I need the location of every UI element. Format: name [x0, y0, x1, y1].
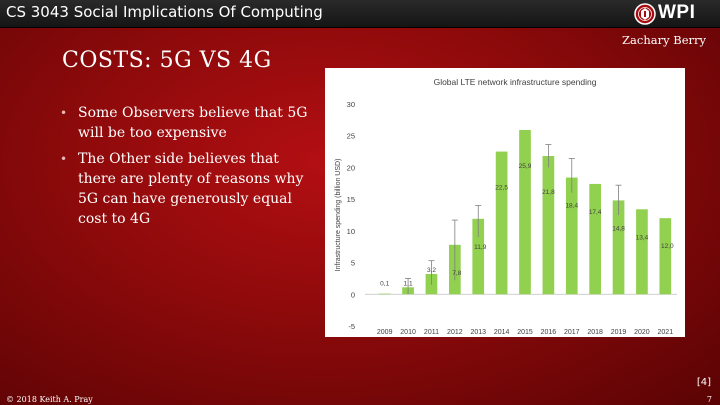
- x-tick-label: 2010: [400, 329, 416, 336]
- bullet-icon: •: [60, 152, 68, 166]
- data-label-2011: 3,2: [427, 267, 436, 274]
- data-label-2021: 12,0: [661, 243, 674, 250]
- x-tick-label: 2017: [564, 329, 580, 336]
- x-tick-label: 2015: [517, 329, 533, 336]
- data-label-2020: 13,4: [636, 234, 649, 241]
- bar-2018: [589, 183, 601, 295]
- bullet-text: Some Observers believe that 5G will be t…: [78, 105, 308, 141]
- bar-2015: [519, 130, 531, 295]
- reference-citation: [4]: [696, 377, 711, 388]
- x-tick-label: 2012: [447, 329, 463, 336]
- y-tick-label: 5: [351, 259, 355, 268]
- x-tick-label: 2018: [587, 329, 603, 336]
- y-tick-label: 30: [347, 100, 355, 109]
- author-name: Zachary Berry: [622, 33, 706, 47]
- wpi-logo: WPI: [634, 1, 718, 27]
- y-tick-label: 15: [347, 195, 355, 204]
- data-label-2017: 18,4: [565, 203, 578, 210]
- bar-2013: [472, 218, 485, 295]
- x-tick-label: 2016: [541, 329, 557, 336]
- bullet-list: • Some Observers believe that 5G will be…: [60, 103, 310, 235]
- bar-2020: [636, 209, 648, 295]
- wpi-logo-text: WPI: [658, 2, 696, 23]
- y-axis-label: Infrastructure spending (billion USD): [335, 159, 342, 272]
- bar-2009: [378, 293, 391, 295]
- bullet-item: • The Other side believes that there are…: [60, 149, 310, 229]
- bullet-text: The Other side believes that there are p…: [78, 151, 304, 227]
- data-label-2012: 7,8: [452, 270, 461, 277]
- x-tick-label: 2013: [470, 329, 486, 336]
- data-label-2010: 1,1: [404, 280, 413, 287]
- data-label-2014: 22,5: [495, 185, 508, 192]
- bullet-item: • Some Observers believe that 5G will be…: [60, 103, 310, 143]
- x-tick-label: 2014: [494, 329, 510, 336]
- chart-title: Global LTE network infrastructure spendi…: [434, 77, 597, 87]
- slide-title: COSTS: 5G VS 4G: [62, 48, 272, 73]
- bullet-icon: •: [60, 106, 68, 120]
- data-label-2009: 0,1: [380, 281, 389, 288]
- y-tick-label: -5: [348, 322, 355, 331]
- bar-2021: [659, 218, 672, 295]
- y-tick-label: 20: [347, 163, 355, 172]
- data-label-2016: 21,8: [542, 189, 555, 196]
- page-number: 7: [706, 395, 712, 404]
- title-bar: CS 3043 Social Implications Of Computing…: [0, 0, 720, 28]
- chart: Global LTE network infrastructure spendi…: [325, 68, 685, 337]
- data-label-2019: 14,8: [612, 225, 625, 232]
- data-label-2013: 11,9: [474, 244, 487, 251]
- bar-2016: [542, 156, 555, 295]
- x-tick-label: 2009: [377, 329, 393, 336]
- x-tick-label: 2021: [658, 329, 674, 336]
- lte-spending-chart: Global LTE network infrastructure spendi…: [335, 77, 677, 336]
- bar-2017: [565, 177, 578, 295]
- data-label-2018: 17,4: [589, 209, 602, 216]
- y-tick-label: 0: [351, 290, 355, 299]
- wpi-seal-icon: [634, 3, 656, 25]
- data-label-2015: 25,9: [519, 163, 532, 170]
- y-tick-label: 10: [347, 227, 355, 236]
- course-title: CS 3043 Social Implications Of Computing: [6, 3, 323, 21]
- copyright: © 2018 Keith A. Pray: [6, 395, 93, 404]
- y-tick-label: 25: [347, 132, 355, 141]
- x-tick-label: 2019: [611, 329, 627, 336]
- bar-2014: [495, 151, 508, 295]
- x-tick-label: 2020: [634, 329, 650, 336]
- bar-2019: [612, 200, 625, 295]
- x-tick-label: 2011: [424, 329, 439, 336]
